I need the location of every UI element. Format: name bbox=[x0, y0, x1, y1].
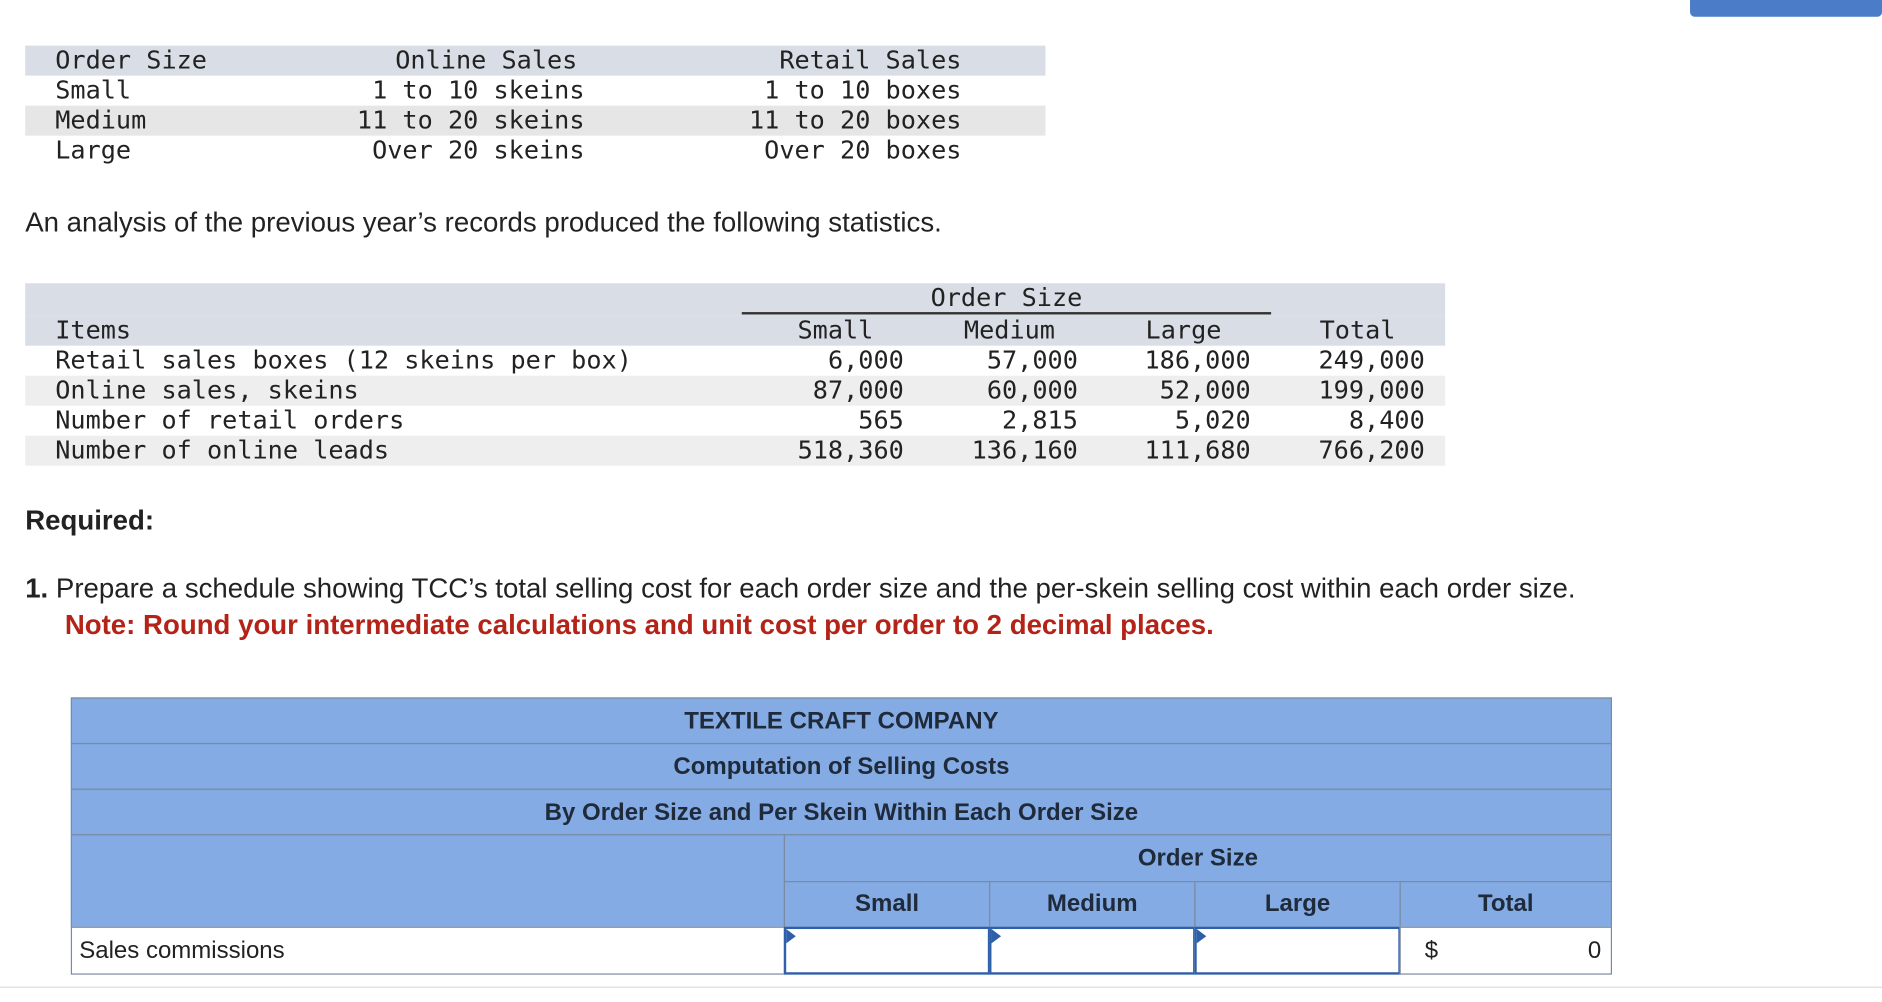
cell: 186,000 bbox=[1144, 345, 1251, 375]
table-row: Number of online leads 518,360 136,160 1… bbox=[25, 435, 1446, 466]
cell: 60,000 bbox=[986, 375, 1078, 405]
cell: 11 to 20 boxes bbox=[748, 105, 962, 135]
input-marker-icon bbox=[1196, 929, 1207, 944]
row-label: Retail sales boxes (12 skeins per box) bbox=[55, 345, 632, 375]
table-row: Medium 11 to 20 skeins 11 to 20 boxes bbox=[25, 105, 1046, 136]
col-header-large: Large bbox=[1194, 881, 1401, 928]
company-name: TEXTILE CRAFT COMPANY bbox=[684, 708, 999, 735]
statistics-table: Order Size Items Small Medium Large Tota… bbox=[25, 283, 1446, 466]
sales-commissions-total-value: 0 bbox=[1587, 937, 1602, 964]
header-online-sales: Online Sales bbox=[395, 45, 578, 75]
sales-commissions-medium-input[interactable] bbox=[989, 926, 1196, 975]
table-row: Retail sales boxes (12 skeins per box) 6… bbox=[25, 346, 1445, 376]
cell: 136,160 bbox=[971, 435, 1078, 465]
cell: 1 to 10 skeins bbox=[372, 75, 585, 105]
required-heading: Required: bbox=[25, 504, 155, 536]
cell: Large bbox=[55, 135, 132, 165]
cell: 87,000 bbox=[812, 375, 904, 405]
question-text: Prepare a schedule showing TCC’s total s… bbox=[55, 572, 1576, 604]
header-order-size: Order Size bbox=[55, 45, 207, 75]
header-small: Small bbox=[797, 315, 874, 345]
table-header-row: Order Size Online Sales Retail Sales bbox=[25, 45, 1046, 76]
cell: 8,400 bbox=[1348, 405, 1425, 435]
cell: 6,000 bbox=[827, 345, 904, 375]
row-label: Number of online leads bbox=[55, 435, 390, 465]
cell: 2,815 bbox=[1001, 405, 1078, 435]
cell: 52,000 bbox=[1159, 375, 1251, 405]
currency-symbol: $ bbox=[1424, 937, 1439, 964]
cell: 11 to 20 skeins bbox=[356, 105, 585, 135]
cell: 111,680 bbox=[1144, 435, 1251, 465]
table-header-row: Items Small Medium Large Total bbox=[25, 315, 1446, 346]
empty-header-cell bbox=[70, 834, 785, 928]
cell: 565 bbox=[858, 405, 904, 435]
row-label-sales-commissions: Sales commissions bbox=[70, 926, 785, 975]
header-large: Large bbox=[1145, 315, 1222, 345]
cell: 518,360 bbox=[797, 435, 904, 465]
col-medium-label: Medium bbox=[1046, 890, 1138, 918]
question-1: 1. Prepare a schedule showing TCC’s tota… bbox=[25, 573, 1575, 605]
sales-commissions-label: Sales commissions bbox=[79, 937, 285, 964]
top-action-button[interactable] bbox=[1690, 0, 1882, 17]
rounding-note: Note: Round your intermediate calculatio… bbox=[64, 608, 1214, 640]
row-label: Number of retail orders bbox=[55, 405, 405, 435]
cell: 57,000 bbox=[986, 345, 1078, 375]
col-total-label: Total bbox=[1477, 890, 1534, 918]
cell: 5,020 bbox=[1174, 405, 1251, 435]
cell: 766,200 bbox=[1318, 435, 1425, 465]
analysis-paragraph: An analysis of the previous year’s recor… bbox=[25, 206, 942, 238]
schedule-company: TEXTILE CRAFT COMPANY bbox=[70, 697, 1613, 745]
cell: Over 20 boxes bbox=[764, 135, 962, 165]
order-size-group-header: Order Size bbox=[783, 834, 1613, 883]
header-medium: Medium bbox=[963, 315, 1055, 345]
col-header-medium: Medium bbox=[989, 881, 1196, 928]
schedule-title: Computation of Selling Costs bbox=[70, 742, 1613, 790]
cell: 199,000 bbox=[1318, 375, 1425, 405]
col-header-total: Total bbox=[1399, 881, 1613, 928]
cell: Small bbox=[55, 75, 132, 105]
group-underline bbox=[741, 312, 1272, 315]
table-row: Small 1 to 10 skeins 1 to 10 boxes bbox=[25, 76, 1045, 106]
header-retail-sales: Retail Sales bbox=[779, 45, 962, 75]
sales-commissions-large-input[interactable] bbox=[1194, 926, 1401, 975]
order-size-table: Order Size Online Sales Retail Sales Sma… bbox=[25, 45, 1046, 166]
input-marker-icon bbox=[991, 929, 1002, 944]
col-small-label: Small bbox=[854, 890, 920, 918]
sales-commissions-small-input[interactable] bbox=[783, 926, 991, 975]
col-large-label: Large bbox=[1264, 890, 1331, 918]
col-header-small: Small bbox=[783, 881, 991, 928]
header-items: Items bbox=[55, 315, 132, 345]
group-header-text: Order Size bbox=[1137, 845, 1258, 872]
row-label: Online sales, skeins bbox=[55, 375, 359, 405]
question-number: 1. bbox=[25, 572, 49, 604]
cell: Over 20 skeins bbox=[372, 135, 585, 165]
table-group-header-row: Order Size bbox=[25, 283, 1446, 316]
footer-divider bbox=[0, 986, 1882, 988]
header-order-size-group: Order Size bbox=[930, 283, 1083, 313]
table-row: Large Over 20 skeins Over 20 boxes bbox=[25, 136, 1045, 166]
cell: Medium bbox=[55, 105, 147, 135]
schedule-subtitle: By Order Size and Per Skein Within Each … bbox=[70, 788, 1613, 836]
table-row: Online sales, skeins 87,000 60,000 52,00… bbox=[25, 375, 1446, 406]
cell: 1 to 10 boxes bbox=[764, 75, 962, 105]
sales-commissions-total-cell: $ 0 bbox=[1399, 926, 1613, 975]
schedule-title-text: Computation of Selling Costs bbox=[673, 753, 1010, 781]
cell: 249,000 bbox=[1318, 345, 1425, 375]
table-row: Number of retail orders 565 2,815 5,020 … bbox=[25, 406, 1445, 436]
schedule-subtitle-text: By Order Size and Per Skein Within Each … bbox=[544, 799, 1139, 826]
header-total: Total bbox=[1319, 315, 1396, 345]
input-marker-icon bbox=[786, 929, 796, 944]
